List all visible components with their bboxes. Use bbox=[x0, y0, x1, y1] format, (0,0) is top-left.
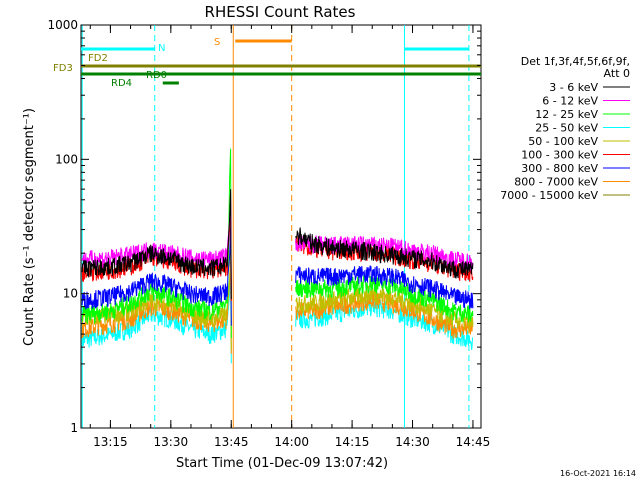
x-axis: 13:15 13:30 13:45 14:00 14:15 14:30 14:45 bbox=[89, 25, 491, 449]
y-tick-label: 1000 bbox=[47, 18, 78, 32]
flag-bars: N S FD2 FD3 RD0 RD4 bbox=[53, 37, 481, 89]
x-tick-label: 14:15 bbox=[335, 435, 370, 449]
y-tick-label: 10 bbox=[63, 287, 78, 301]
plot-frame bbox=[80, 24, 482, 429]
x-tick-label: 14:30 bbox=[395, 435, 430, 449]
x-tick-label: 13:15 bbox=[93, 435, 128, 449]
legend-entry-label: 3 - 6 keV bbox=[549, 81, 598, 94]
x-axis-label: Start Time (01-Dec-09 13:07:42) bbox=[176, 456, 388, 471]
legend-entry-label: 300 - 800 keV bbox=[521, 162, 598, 175]
legend-entry-label: 100 - 300 keV bbox=[521, 149, 598, 162]
legend-title: Att 0 bbox=[604, 67, 630, 80]
x-tick-label: 13:30 bbox=[154, 435, 189, 449]
y-axis: 1 10 100 1000 bbox=[47, 18, 481, 435]
legend-entry-label: 50 - 100 keV bbox=[528, 135, 598, 148]
legend-entry-label: 25 - 50 keV bbox=[535, 122, 598, 135]
flag-label-rd0: RD0 bbox=[146, 70, 167, 81]
series-line bbox=[295, 234, 474, 271]
flag-label-fd3: FD3 bbox=[53, 63, 73, 74]
flag-label-s: S bbox=[214, 37, 220, 48]
x-tick-label: 13:45 bbox=[214, 435, 249, 449]
y-tick-label: 100 bbox=[55, 152, 78, 166]
flag-label-fd2: FD2 bbox=[88, 53, 108, 64]
y-tick-label: 1 bbox=[70, 421, 78, 435]
legend-title: Det 1f,3f,4f,5f,6f,9f, bbox=[521, 55, 630, 68]
x-tick-label: 14:00 bbox=[274, 435, 309, 449]
legend-entry-label: 6 - 12 keV bbox=[542, 95, 598, 108]
plot-timestamp: 16-Oct-2021 16:14 bbox=[560, 469, 636, 478]
series-line bbox=[81, 189, 232, 300]
series-line bbox=[295, 265, 474, 310]
series-line bbox=[81, 148, 232, 339]
y-axis-label: Count Rate (s⁻¹ detector segment⁻¹) bbox=[22, 108, 37, 346]
series-lines bbox=[81, 148, 474, 364]
x-tick-label: 14:45 bbox=[456, 435, 491, 449]
flag-label-rd4: RD4 bbox=[111, 78, 132, 89]
series-line bbox=[81, 192, 232, 292]
flag-label-n: N bbox=[158, 43, 165, 54]
legend-entry-label: 7000 - 15000 keV bbox=[500, 189, 598, 202]
vertical-markers bbox=[81, 25, 470, 428]
series-line bbox=[295, 227, 474, 279]
legend-entry-label: 800 - 7000 keV bbox=[514, 176, 598, 189]
legend-entry-label: 12 - 25 keV bbox=[535, 108, 598, 121]
series-line bbox=[81, 226, 232, 326]
chart-title: RHESSI Count Rates bbox=[205, 3, 356, 21]
